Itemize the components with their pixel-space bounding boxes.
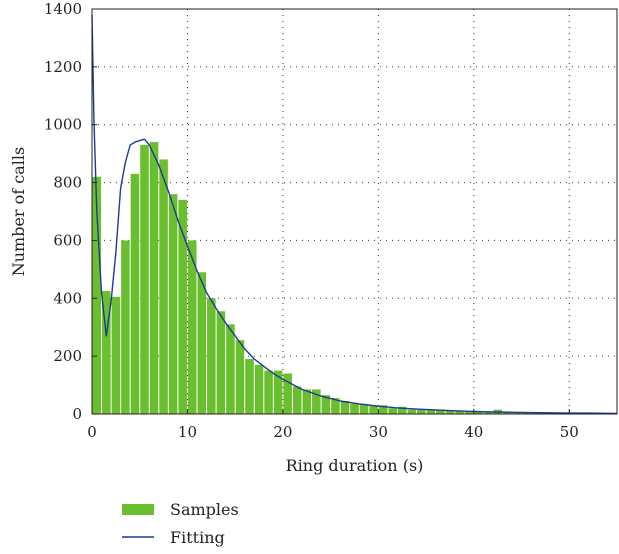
bar [254,364,264,414]
y-tick-label: 200 [53,347,82,365]
legend: Samples Fitting [122,500,239,547]
bar [397,406,407,414]
bar [273,370,283,414]
bar [474,411,483,414]
y-axis-title: Number of calls [9,147,28,277]
y-tick-label: 0 [72,405,82,423]
bar [369,405,378,414]
bar [417,409,426,414]
bar [245,359,254,414]
x-tick-label: 10 [178,423,197,441]
bar [388,408,397,414]
y-tick-label: 600 [53,231,82,249]
bar [483,411,493,414]
bar [102,291,111,414]
bar [130,173,140,414]
y-tick-label: 800 [53,174,82,192]
bar [350,403,359,414]
legend-label-fitting: Fitting [170,528,225,547]
x-tick-label: 50 [560,423,579,441]
bar [178,199,187,414]
bar [302,389,312,414]
x-tick-label: 20 [273,423,292,441]
bar [455,411,464,414]
bar [426,409,436,414]
y-tick-label: 400 [53,289,82,307]
bar [283,373,292,414]
fitting-curve [91,14,618,415]
bar [235,340,245,414]
bar [321,395,331,414]
x-axis-title: Ring duration (s) [286,456,424,475]
bar [331,398,340,414]
bar [292,386,302,414]
bar [407,409,417,414]
y-tick-label: 1200 [44,58,82,76]
bar [140,144,149,414]
bar [149,142,159,415]
x-axis-ticks: 0 10 20 30 40 50 [87,409,579,441]
bar [436,409,445,414]
bar [464,411,474,414]
bar [502,412,512,414]
y-tick-label: 1000 [44,116,82,134]
bar [378,405,388,414]
bar [264,370,273,414]
bar [216,311,226,414]
plot-frame [91,8,618,415]
bar [445,410,455,414]
bar [187,240,197,414]
bar [197,272,207,414]
x-tick-label: 30 [369,423,388,441]
x-tick-label: 0 [87,423,97,441]
bar [522,412,531,414]
y-tick-label: 1400 [44,0,82,18]
legend-label-samples: Samples [170,500,239,519]
bar [92,176,102,414]
legend-swatch-samples [122,504,154,515]
bar [512,412,522,414]
x-tick-label: 40 [464,423,483,441]
fitting-line [91,14,618,415]
bar [168,194,178,414]
bar [340,400,350,414]
bar [111,296,121,414]
samples-bars [92,142,617,415]
bar [121,240,130,414]
bar [226,324,235,414]
bar [159,159,168,414]
y-axis-ticks: 0 200 400 600 800 1000 1200 1400 [44,0,97,423]
bar [359,403,369,414]
bar [312,389,321,414]
bar [207,298,216,414]
